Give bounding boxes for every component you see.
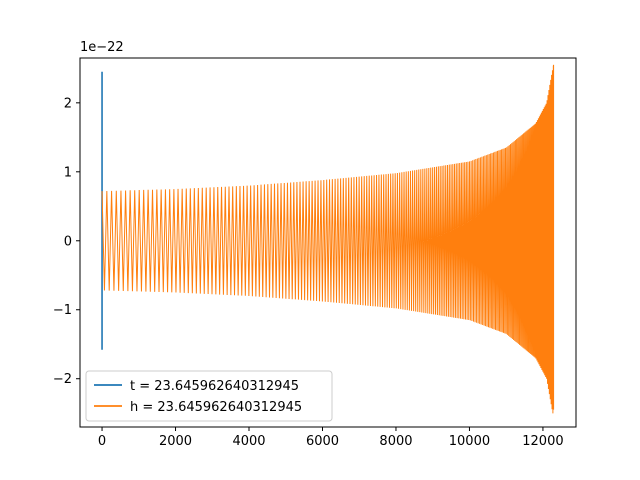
y-tick-label: 1 xyxy=(64,165,72,180)
legend-label-h: h = 23.645962640312945 xyxy=(130,400,302,415)
x-axis: 0 2000 4000 6000 8000 10000 12000 xyxy=(98,427,564,449)
x-tick-label: 2000 xyxy=(159,434,192,449)
legend-box xyxy=(85,370,333,422)
legend: t = 23.645962640312945 h = 23.64596264031… xyxy=(85,370,333,422)
x-tick-label: 8000 xyxy=(379,434,412,449)
plot-area xyxy=(101,64,555,414)
y-tick-label: 0 xyxy=(64,234,72,249)
y-tick-label: −2 xyxy=(53,372,72,387)
x-tick-label: 0 xyxy=(98,434,106,449)
y-tick-label: −1 xyxy=(53,303,72,318)
y-offset-label: 1e−22 xyxy=(80,40,124,55)
x-tick-label: 12000 xyxy=(522,434,563,449)
x-tick-label: 4000 xyxy=(232,434,265,449)
series-line-h xyxy=(101,64,555,414)
axes-frame xyxy=(79,57,577,428)
y-tick-label: 2 xyxy=(64,96,72,111)
x-tick-label: 10000 xyxy=(449,434,490,449)
legend-label-t: t = 23.645962640312945 xyxy=(130,379,299,394)
x-tick-label: 6000 xyxy=(306,434,339,449)
y-axis: −2 −1 0 1 2 xyxy=(53,96,80,387)
